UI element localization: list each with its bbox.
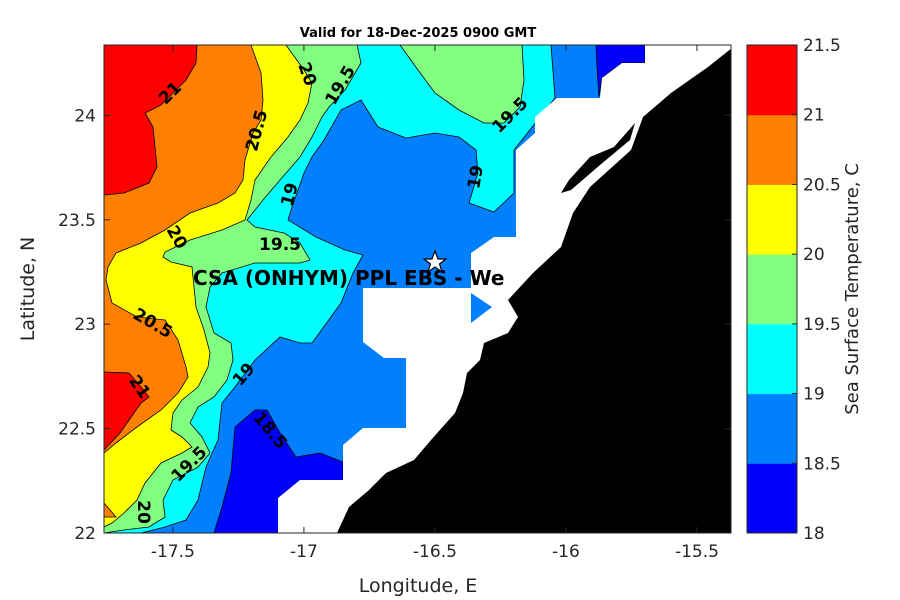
colorbar-label: Sea Surface Temperature, C bbox=[842, 163, 863, 415]
colorbar-swatch bbox=[747, 323, 797, 395]
band-18.5-19-coastal bbox=[471, 293, 492, 323]
x-tick-label: -17 bbox=[290, 542, 318, 562]
map-plot-area: 21 20.5 20 19.5 19.5 19 19 20 19.5 20.5 … bbox=[104, 45, 731, 533]
site-star-marker bbox=[422, 249, 448, 274]
colorbar: 18 18.5 19 19.5 20 20.5 21 21.5 bbox=[746, 36, 841, 544]
colorbar-tick-label: 19.5 bbox=[803, 315, 841, 335]
colorbar-swatch bbox=[747, 45, 797, 116]
y-tick-label: 22.5 bbox=[58, 420, 96, 440]
colorbar-tick-label: 18 bbox=[803, 524, 825, 544]
band-21-21.5-south bbox=[104, 371, 150, 451]
contour-label: 19 bbox=[464, 164, 488, 191]
band-19.5-20-north bbox=[399, 45, 525, 124]
y-tick-label: 23.5 bbox=[58, 211, 96, 231]
colorbar-tick-label: 21.5 bbox=[803, 36, 841, 56]
colorbar-tick-label: 21 bbox=[803, 106, 825, 126]
colorbar-swatch bbox=[747, 254, 797, 325]
colorbar-swatch bbox=[747, 184, 797, 255]
colorbar-swatch bbox=[747, 463, 797, 534]
chart-title: Valid for 18-Dec-2025 0900 GMT bbox=[300, 26, 537, 41]
x-tick-label: -15.5 bbox=[675, 542, 719, 562]
colorbar-tick-label: 19 bbox=[803, 385, 825, 405]
y-tick-label: 23 bbox=[74, 315, 96, 335]
x-axis-label: Longitude, E bbox=[359, 575, 478, 597]
colorbar-swatch bbox=[747, 393, 797, 464]
colorbar-tick-label: 20.5 bbox=[803, 175, 841, 195]
land-mass bbox=[337, 48, 731, 533]
band-20.5-21-southwest bbox=[104, 502, 117, 518]
y-tick-label: 24 bbox=[74, 106, 96, 126]
contour-label: 19.5 bbox=[259, 235, 301, 255]
y-tick-label: 22 bbox=[74, 524, 96, 544]
y-axis-label: Latitude, N bbox=[17, 237, 39, 342]
x-tick-label: -16.5 bbox=[413, 542, 457, 562]
plot-frame bbox=[103, 44, 732, 534]
colorbar-frame bbox=[746, 44, 798, 534]
contour-label: 20 bbox=[133, 500, 153, 524]
x-tick-label: -17.5 bbox=[151, 542, 195, 562]
site-annotation: CSA (ONHYM) PPL EBS - We bbox=[193, 266, 504, 290]
colorbar-tick-label: 20 bbox=[803, 245, 825, 265]
x-tick-label: -16 bbox=[552, 542, 580, 562]
axis-ticks: -17.5 -17 -16.5 -16 -15.5 22 22.5 23 23.5 24 bbox=[58, 45, 731, 562]
colorbar-tick-label: 18.5 bbox=[803, 454, 841, 474]
band-21-21.5-north bbox=[104, 45, 198, 196]
colorbar-swatch bbox=[747, 114, 797, 185]
coastal-island bbox=[561, 123, 635, 193]
